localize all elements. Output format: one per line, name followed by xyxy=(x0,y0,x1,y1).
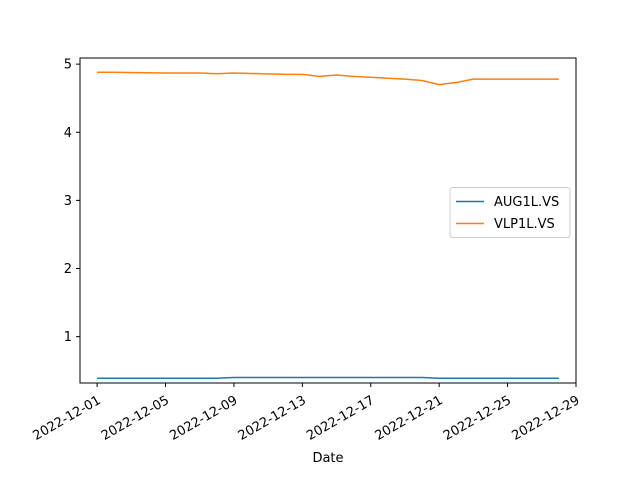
series-line-vlp1l-vs xyxy=(97,71,559,86)
x-tick-label: 2022-12-01 xyxy=(31,393,104,444)
series-layer xyxy=(97,71,559,379)
legend-entry: AUG1L.VS xyxy=(494,195,559,210)
x-tick-label: 2022-12-13 xyxy=(236,393,309,444)
legend: AUG1L.VS VLP1L.VS xyxy=(449,187,571,238)
y-tick-label: 1 xyxy=(64,330,72,345)
y-tick-label: 2 xyxy=(64,262,72,277)
plot-area xyxy=(79,57,577,384)
x-tick-label: 2022-12-05 xyxy=(99,393,172,444)
y-tick-label: 5 xyxy=(64,58,72,73)
y-axis: 1 2 3 4 5 xyxy=(64,58,80,345)
x-axis: 2022-12-012022-12-052022-12-092022-12-13… xyxy=(31,383,582,444)
x-tick-label: 2022-12-29 xyxy=(509,393,582,444)
x-tick-label: 2022-12-21 xyxy=(373,393,446,444)
y-tick-label: 3 xyxy=(64,194,72,209)
y-tick-label: 4 xyxy=(64,126,72,141)
x-tick-label: 2022-12-25 xyxy=(441,393,514,444)
legend-entry: VLP1L.VS xyxy=(494,217,555,232)
series-line-aug1l-vs xyxy=(97,376,559,379)
x-tick-label: 2022-12-09 xyxy=(167,393,240,444)
x-tick-label: 2022-12-17 xyxy=(304,393,377,444)
legend-box xyxy=(449,187,571,238)
x-axis-label: Date xyxy=(312,451,343,466)
